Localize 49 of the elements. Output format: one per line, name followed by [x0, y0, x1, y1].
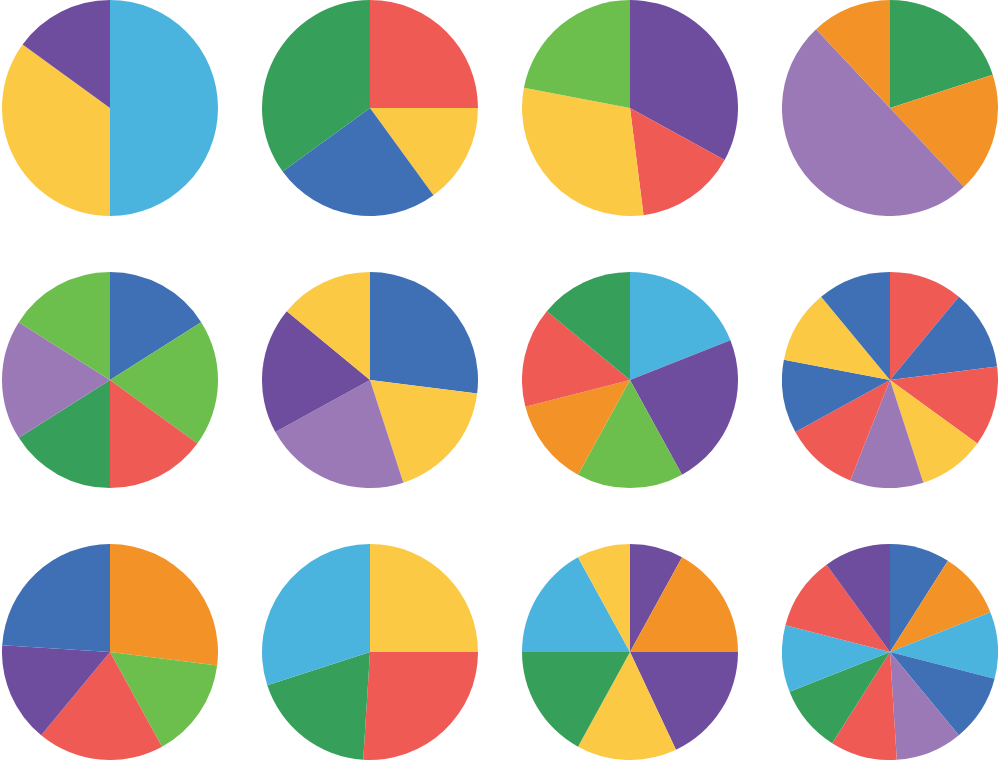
- pie-slice: [110, 0, 218, 216]
- pie-slice: [789, 652, 890, 744]
- pie-slice: [782, 29, 964, 216]
- pie-slice: [523, 0, 630, 108]
- pie-slice: [2, 645, 110, 736]
- pie-slice: [522, 652, 630, 747]
- pie-slice: [41, 652, 163, 760]
- pie-slice: [850, 380, 924, 488]
- pie-slice: [783, 296, 890, 380]
- pie-slice: [275, 380, 404, 488]
- pie-slice: [110, 544, 218, 666]
- pie-slice: [370, 0, 478, 108]
- pie-slice: [630, 557, 738, 652]
- pie-slice: [2, 44, 110, 216]
- pie-slice: [522, 311, 630, 407]
- pie-slice: [577, 380, 683, 488]
- pie-slice: [2, 322, 110, 438]
- pie-slice: [262, 0, 370, 172]
- pie-slice: [267, 652, 370, 760]
- pie-slice: [262, 544, 370, 686]
- pie-slice: [282, 108, 434, 216]
- pie-slice: [630, 0, 738, 161]
- pie-slice: [370, 108, 478, 196]
- pie-slice: [890, 74, 998, 187]
- pie-slice: [546, 272, 630, 380]
- pie-slice: [890, 0, 993, 108]
- pie-slice: [890, 560, 991, 652]
- pie-slice: [522, 557, 630, 652]
- pie-slice: [110, 652, 218, 747]
- pie-slice: [262, 311, 370, 433]
- pie-slice: [363, 652, 478, 760]
- pie-slice: [890, 652, 959, 760]
- pie-slice: [525, 380, 630, 475]
- pie-slice: [18, 380, 110, 488]
- pie-slice: [110, 272, 202, 380]
- pie-slice: [630, 272, 731, 380]
- pie-slice: [630, 108, 725, 216]
- pie-slice: [110, 380, 198, 488]
- pie-slice: [22, 0, 110, 108]
- pie-slice: [370, 272, 478, 394]
- pie-slice: [286, 272, 370, 380]
- pie-slice: [826, 544, 890, 652]
- pie-slice: [890, 380, 978, 483]
- pie-slice: [2, 544, 110, 652]
- pie-slice: [370, 544, 478, 652]
- pie-slice: [370, 380, 478, 483]
- pie-slice: [816, 0, 890, 108]
- pie-slice: [522, 87, 644, 216]
- pie-slice: [630, 340, 738, 475]
